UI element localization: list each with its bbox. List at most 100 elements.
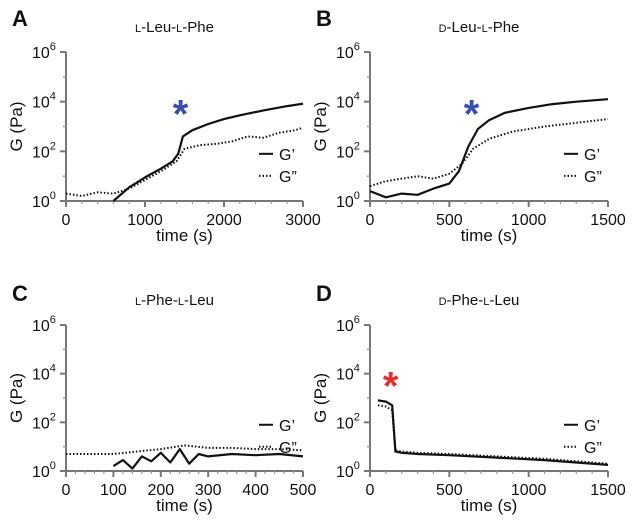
y-tick-label: 106 <box>32 314 56 335</box>
panel-letter: C <box>12 281 28 306</box>
y-tick-exponent: 4 <box>354 91 360 103</box>
y-tick-label: 100 <box>32 190 56 211</box>
y-axis-label: G (Pa) <box>7 373 26 423</box>
y-tick-label: 100 <box>336 460 360 481</box>
x-tick-label: 0 <box>62 212 71 229</box>
x-tick-label-text: 300 <box>195 482 222 499</box>
x-axis-label: time (s) <box>156 226 213 245</box>
y-tick-label: 100 <box>336 190 360 211</box>
title-residue-1: -Phe- <box>447 292 484 309</box>
title-residue-2: -Leu <box>489 292 519 309</box>
y-tick-base: 10 <box>336 144 354 161</box>
gelation-asterisk: * <box>383 364 399 408</box>
x-axis-label-text: time (s) <box>461 496 518 515</box>
x-tick-label-text: 500 <box>436 482 463 499</box>
x-tick-label-text: 400 <box>242 482 269 499</box>
legend-label: G” <box>279 440 297 457</box>
x-tick-label-text: 1500 <box>590 482 626 499</box>
series-line-g-double-prime <box>65 126 304 197</box>
x-axis-label: time (s) <box>461 226 518 245</box>
legend-label-text: G” <box>279 440 297 457</box>
legend-label-text: G” <box>279 169 297 186</box>
x-tick-label-text: 1000 <box>511 212 547 229</box>
y-axis-label-text: G (Pa) <box>7 101 26 151</box>
y-tick-exponent: 4 <box>50 363 56 375</box>
x-axis-label-text: time (s) <box>461 226 518 245</box>
x-tick-label: 0 <box>366 212 375 229</box>
legend-label: G” <box>279 169 297 186</box>
x-tick-label: 1500 <box>590 482 626 499</box>
panel-title: D-Leu-L-Phe <box>439 19 520 36</box>
y-tick-base: 10 <box>336 318 354 335</box>
panel-letter: B <box>316 6 332 31</box>
y-axis-label: G (Pa) <box>7 101 26 151</box>
panel-letter-text: C <box>12 281 28 306</box>
x-tick-label: 1000 <box>511 482 547 499</box>
x-tick-label: 500 <box>436 212 463 229</box>
y-tick-base: 10 <box>336 95 354 112</box>
panel-letter-text: D <box>316 281 332 306</box>
y-tick-exponent: 2 <box>354 140 360 152</box>
x-tick-label: 3000 <box>285 212 321 229</box>
x-tick-label-text: 100 <box>100 482 127 499</box>
y-tick-base: 10 <box>32 45 50 62</box>
series-line-g-double-prime <box>369 118 609 188</box>
panel-letter-text: B <box>316 6 332 31</box>
panel-letter-text: A <box>12 6 28 31</box>
x-tick-label: 500 <box>436 482 463 499</box>
title-stereo-1: L <box>135 23 141 35</box>
y-tick-base: 10 <box>32 318 50 335</box>
legend-label: G’ <box>584 147 600 164</box>
y-tick-base: 10 <box>336 367 354 384</box>
y-tick-base: 10 <box>336 194 354 211</box>
y-tick-label: 104 <box>32 363 56 384</box>
legend-label-text: G’ <box>584 147 600 164</box>
y-tick-exponent: 6 <box>354 41 360 53</box>
y-tick-label: 106 <box>336 314 360 335</box>
panel-letter: A <box>12 6 28 31</box>
title-residue-1: -Leu- <box>447 19 482 36</box>
panel-title: L-Leu-L-Phe <box>135 19 214 36</box>
y-tick-exponent: 4 <box>50 91 56 103</box>
y-tick-base: 10 <box>32 415 50 432</box>
legend-label: G’ <box>279 418 295 435</box>
series-line-g-double-prime <box>377 404 609 465</box>
y-tick-exponent: 0 <box>354 190 360 202</box>
title-stereo-1: D <box>439 23 447 35</box>
x-tick-label: 1000 <box>511 212 547 229</box>
series-line-g-prime <box>112 102 304 202</box>
x-tick-label: 1500 <box>590 212 626 229</box>
title-residue-1: -Phe- <box>141 292 178 309</box>
gelation-asterisk: * <box>173 93 189 137</box>
y-tick-exponent: 0 <box>50 190 56 202</box>
x-axis-label: time (s) <box>461 496 518 515</box>
y-tick-label: 102 <box>336 140 360 161</box>
y-tick-base: 10 <box>32 367 50 384</box>
x-tick-label-text: 0 <box>62 482 71 499</box>
x-tick-label: 0 <box>366 482 375 499</box>
y-tick-label: 102 <box>32 411 56 432</box>
y-tick-base: 10 <box>32 144 50 161</box>
title-stereo-1: D <box>439 296 447 308</box>
y-axis-label-text: G (Pa) <box>7 373 26 423</box>
y-tick-base: 10 <box>32 95 50 112</box>
y-tick-base: 10 <box>336 415 354 432</box>
title-stereo-2: L <box>176 23 182 35</box>
title-residue-1: -Leu- <box>141 19 176 36</box>
title-stereo-2: L <box>483 296 489 308</box>
legend-label-text: G” <box>584 440 602 457</box>
x-tick-label-text: 0 <box>62 212 71 229</box>
legend-label: G’ <box>584 418 600 435</box>
panel-letter: D <box>316 281 332 306</box>
y-tick-label: 104 <box>32 91 56 112</box>
x-tick-label: 0 <box>62 482 71 499</box>
x-tick-label: 1000 <box>127 212 163 229</box>
x-tick-label-text: 500 <box>436 212 463 229</box>
x-axis-label: time (s) <box>156 496 213 515</box>
legend-label: G” <box>584 440 602 457</box>
title-stereo-1: L <box>135 296 141 308</box>
